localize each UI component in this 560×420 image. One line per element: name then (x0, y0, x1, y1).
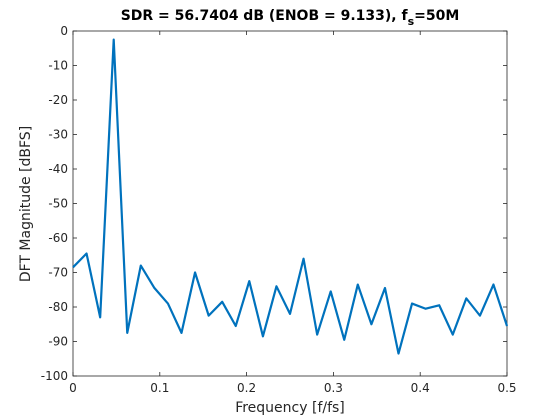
x-tick-label: 0.2 (237, 381, 256, 395)
series-line-group (72, 38, 509, 355)
chart-title-main: SDR = 56.7404 dB (ENOB = 9.133), f (121, 8, 409, 24)
x-tick-label: 0.4 (411, 381, 430, 395)
y-tick-label: -40 (48, 162, 68, 176)
y-tick-label: -70 (48, 266, 68, 280)
x-tick-label: 0.1 (150, 381, 169, 395)
x-axis-label: Frequency [f/fs] (235, 400, 345, 416)
plot-area (72, 30, 508, 377)
y-axis-label: DFT Magnitude [dBFS] (18, 126, 34, 282)
x-tick-label: 0 (69, 381, 77, 395)
y-tick-label: 0 (60, 24, 68, 38)
y-tick-label: -50 (48, 197, 68, 211)
x-axis: 0 0.1 0.2 0.3 0.4 0.5 (69, 31, 517, 395)
y-tick-label: -60 (48, 231, 68, 245)
y-tick-label: -30 (48, 128, 68, 142)
chart-title-subscript: s (408, 15, 415, 28)
y-tick-label: -90 (48, 335, 68, 349)
chart-title-tail: =50M (414, 8, 459, 24)
chart-title: SDR = 56.7404 dB (ENOB = 9.133), fs=50M (121, 8, 460, 28)
y-axis: 0 -10 -20 -30 -40 -50 -60 -70 -80 -90 -100 (41, 24, 507, 383)
y-tick-label: -100 (41, 369, 68, 383)
x-tick-label: 0.3 (324, 381, 343, 395)
x-tick-label: 0.5 (497, 381, 516, 395)
y-tick-label: -10 (48, 59, 68, 73)
y-tick-label: -80 (48, 300, 68, 314)
y-tick-label: -20 (48, 93, 68, 107)
